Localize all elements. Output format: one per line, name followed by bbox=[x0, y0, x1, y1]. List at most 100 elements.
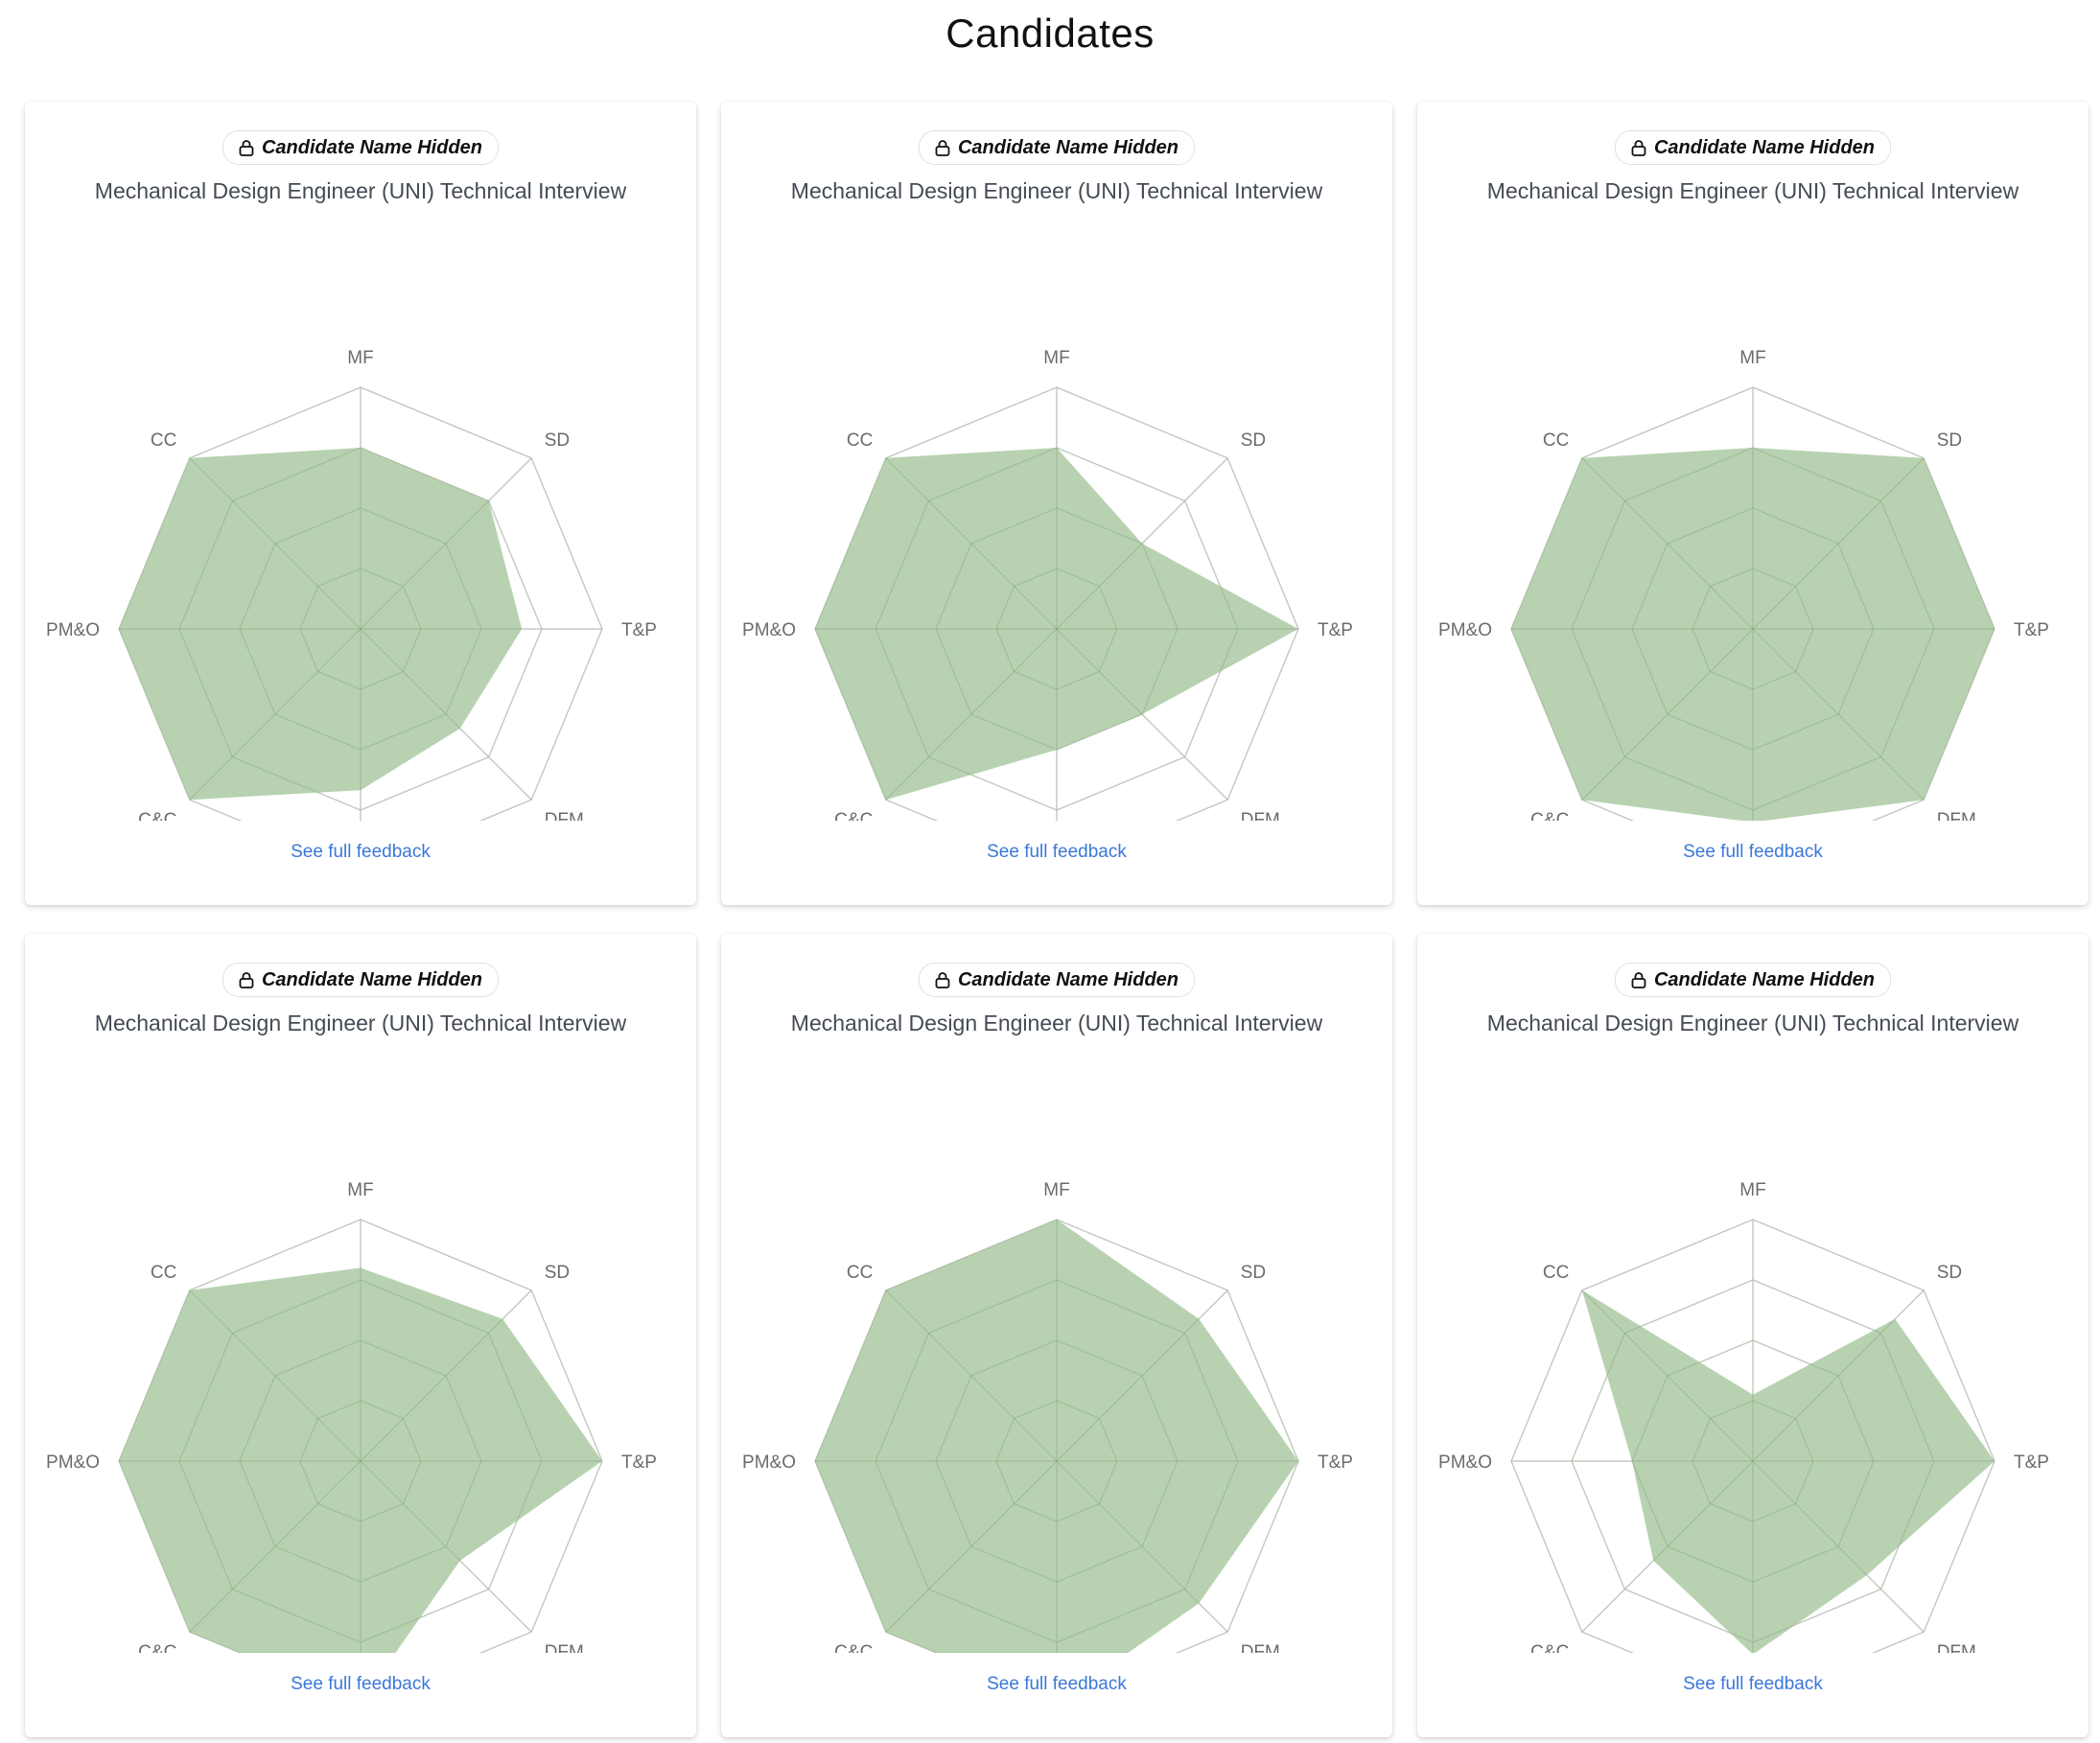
role-title: Mechanical Design Engineer (UNI) Technic… bbox=[790, 178, 1323, 203]
score-area bbox=[815, 1220, 1298, 1653]
axis-label: DFM bbox=[1241, 1642, 1280, 1653]
grid-spoke-overlay bbox=[360, 1290, 532, 1462]
candidate-name-badge: Candidate Name Hidden bbox=[918, 963, 1196, 997]
candidate-name-badge: Candidate Name Hidden bbox=[918, 130, 1196, 165]
candidate-name-label: Candidate Name Hidden bbox=[261, 136, 483, 158]
candidate-card: Candidate Name Hidden Mechanical Design … bbox=[1417, 102, 2088, 905]
candidate-name-label: Candidate Name Hidden bbox=[957, 136, 1179, 158]
grid-ring-overlay bbox=[1510, 386, 1995, 821]
axis-label: T&P bbox=[621, 620, 657, 640]
axis-label: DFM bbox=[1937, 1642, 1976, 1653]
see-full-feedback-link[interactable]: See full feedback bbox=[291, 842, 431, 862]
axis-label: T&P bbox=[2014, 620, 2049, 640]
candidate-name-label: Candidate Name Hidden bbox=[957, 968, 1179, 990]
axis-label: MF bbox=[1739, 1180, 1765, 1200]
axis-label: C&C bbox=[834, 810, 873, 821]
axis-label: MF bbox=[1043, 348, 1069, 368]
candidate-card: Candidate Name Hidden Mechanical Design … bbox=[25, 102, 696, 905]
see-full-feedback-link[interactable]: See full feedback bbox=[987, 1674, 1127, 1694]
grid-spoke-overlay bbox=[885, 628, 1058, 801]
role-title: Mechanical Design Engineer (UNI) Technic… bbox=[94, 178, 627, 203]
axis-label: PM&O bbox=[1438, 1452, 1492, 1473]
grid-spoke-overlay bbox=[1581, 457, 1754, 630]
axis-label: PM&O bbox=[742, 1452, 796, 1473]
grid-ring-overlay bbox=[814, 386, 1299, 821]
lock-icon bbox=[239, 139, 254, 156]
grid-ring-overlay bbox=[875, 447, 1239, 811]
axis-label: SD bbox=[1241, 430, 1266, 451]
grid-ring bbox=[1510, 1219, 1995, 1653]
candidate-name-label: Candidate Name Hidden bbox=[261, 968, 483, 990]
lock-icon bbox=[1631, 971, 1646, 988]
grid-ring-overlay bbox=[178, 447, 543, 811]
grid-ring-overlay bbox=[1510, 1219, 1995, 1653]
lock-icon bbox=[239, 971, 254, 988]
axis-label: SD bbox=[545, 1263, 570, 1283]
candidate-name-label: Candidate Name Hidden bbox=[1653, 968, 1876, 990]
axis-label: MF bbox=[1043, 1180, 1069, 1200]
axis-label: CC bbox=[151, 430, 176, 451]
score-area bbox=[1581, 1290, 1995, 1653]
grid-spoke-overlay bbox=[1752, 628, 1925, 801]
grid-spoke-overlay bbox=[1752, 1460, 1925, 1633]
axis-label: C&C bbox=[138, 1642, 176, 1653]
axis-label: SD bbox=[545, 430, 570, 451]
axis-label: MF bbox=[347, 348, 373, 368]
grid-spoke-overlay bbox=[1056, 457, 1228, 630]
grid-ring-overlay bbox=[814, 1219, 1299, 1653]
axis-label: CC bbox=[151, 1263, 176, 1283]
see-full-feedback-link[interactable]: See full feedback bbox=[291, 1674, 431, 1694]
role-title: Mechanical Design Engineer (UNI) Technic… bbox=[1486, 178, 2019, 203]
axis-label: SD bbox=[1937, 1263, 1962, 1283]
candidate-name-badge: Candidate Name Hidden bbox=[222, 130, 500, 165]
axis-label: T&P bbox=[621, 1452, 657, 1473]
see-full-feedback-link[interactable]: See full feedback bbox=[1683, 1674, 1823, 1694]
axis-label: C&C bbox=[834, 1642, 873, 1653]
axis-label: SD bbox=[1937, 430, 1962, 451]
candidate-name-badge: Candidate Name Hidden bbox=[1614, 130, 1892, 165]
grid-ring-overlay bbox=[239, 507, 482, 751]
score-area bbox=[119, 1267, 602, 1653]
grid-spoke-overlay bbox=[1581, 1290, 1754, 1462]
axis-label: MF bbox=[1739, 348, 1765, 368]
candidate-card: Candidate Name Hidden Mechanical Design … bbox=[1417, 934, 2088, 1737]
grid-ring-overlay bbox=[875, 1279, 1239, 1643]
axis-label: T&P bbox=[2014, 1452, 2049, 1473]
axis-label: T&P bbox=[1318, 1452, 1353, 1473]
grid-ring-overlay bbox=[118, 1219, 603, 1653]
grid-ring-overlay bbox=[1631, 1339, 1875, 1583]
axis-label: SD bbox=[1241, 1263, 1266, 1283]
axis-label: CC bbox=[847, 1263, 873, 1283]
page-title: Candidates bbox=[945, 11, 1155, 56]
grid-ring-overlay bbox=[995, 568, 1118, 690]
candidate-name-badge: Candidate Name Hidden bbox=[222, 963, 500, 997]
lock-icon bbox=[935, 971, 950, 988]
grid-ring-overlay bbox=[239, 1339, 482, 1583]
grid-spoke-overlay bbox=[1056, 628, 1228, 801]
axis-label: DFM bbox=[1241, 810, 1280, 821]
see-full-feedback-link[interactable]: See full feedback bbox=[1683, 842, 1823, 862]
candidate-name-label: Candidate Name Hidden bbox=[1653, 136, 1876, 158]
candidate-card: Candidate Name Hidden Mechanical Design … bbox=[721, 102, 1392, 905]
score-area bbox=[1511, 448, 1995, 821]
grid-spoke-overlay bbox=[360, 628, 532, 801]
axis-label: CC bbox=[1543, 430, 1569, 451]
grid-ring-overlay bbox=[299, 568, 422, 690]
grid-spoke-overlay bbox=[1056, 1290, 1228, 1462]
axis-label: PM&O bbox=[46, 1452, 100, 1473]
grid-ring bbox=[118, 1219, 603, 1653]
grid-ring-overlay bbox=[299, 1400, 422, 1522]
grid-spoke-overlay bbox=[1581, 1460, 1754, 1633]
candidate-card: Candidate Name Hidden Mechanical Design … bbox=[721, 934, 1392, 1737]
grid-ring-overlay bbox=[995, 1400, 1118, 1522]
axis-label: C&C bbox=[138, 810, 176, 821]
axis-label: CC bbox=[847, 430, 873, 451]
grid-ring bbox=[814, 1219, 1299, 1653]
candidate-name-badge: Candidate Name Hidden bbox=[1614, 963, 1892, 997]
axis-label: PM&O bbox=[46, 620, 100, 640]
axis-label: CC bbox=[1543, 1263, 1569, 1283]
see-full-feedback-link[interactable]: See full feedback bbox=[987, 842, 1127, 862]
